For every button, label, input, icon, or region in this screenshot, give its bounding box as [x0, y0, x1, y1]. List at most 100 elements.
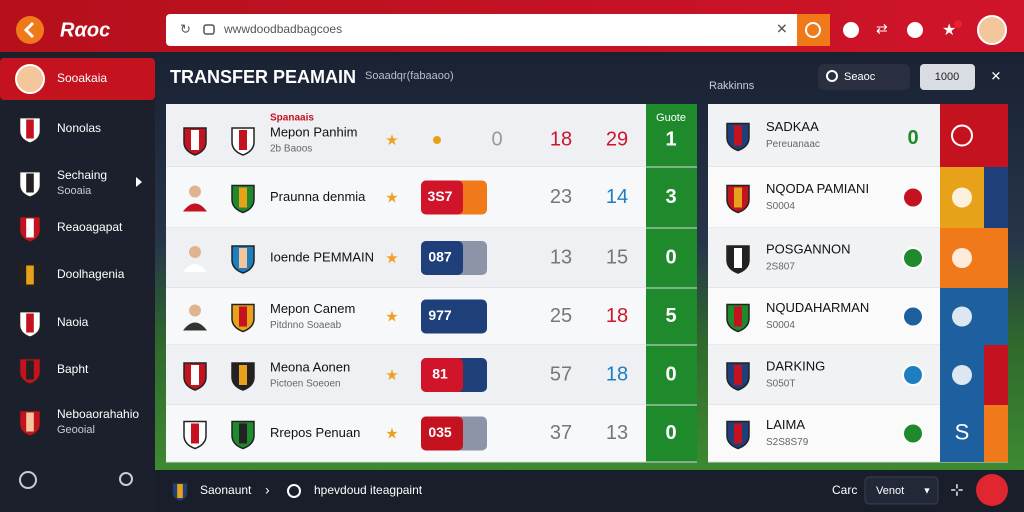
- sidebar-label[interactable]: Reaoagapat: [57, 220, 123, 234]
- crest-stripe: [239, 365, 247, 385]
- team-name: POSGANNON: [766, 241, 851, 256]
- page-subtitle: Soaadqr(fabaaoo): [365, 70, 454, 82]
- team-name: SADKAA: [766, 119, 819, 134]
- team-sub: S050T: [766, 379, 795, 390]
- team-icon: [902, 364, 924, 386]
- star[interactable]: ★: [385, 250, 398, 267]
- swap-icon[interactable]: ⇄: [876, 21, 888, 37]
- clear-icon[interactable]: ✕: [776, 21, 788, 37]
- stripe-icon: [952, 187, 972, 208]
- cell-garpan: 23: [550, 186, 572, 208]
- search-box[interactable]: [818, 64, 910, 90]
- player-head: [189, 246, 201, 258]
- value-badge-main: [421, 180, 463, 215]
- select-arrow: ▼: [923, 485, 932, 495]
- crest-stripe: [734, 423, 742, 444]
- color-stripe: [940, 405, 984, 462]
- crest-stripe: [239, 248, 247, 268]
- grid-icon[interactable]: ⊹: [950, 482, 963, 499]
- team-name: NQODA PAMIANI: [766, 181, 869, 196]
- circle-icon: [287, 484, 301, 498]
- settings-icon[interactable]: [843, 22, 859, 38]
- player-sub: Pitdnno Soaeab: [270, 320, 342, 331]
- address-go[interactable]: [797, 14, 830, 46]
- sidebar-label[interactable]: Doolhagenia: [57, 267, 125, 281]
- badge-text: 087: [428, 249, 452, 265]
- cell-garpan: 18: [550, 128, 572, 150]
- team-icon: [902, 305, 924, 328]
- crest-stripe: [239, 130, 247, 150]
- sidebar-sublabel: Geooial: [57, 424, 95, 436]
- player-head: [189, 304, 201, 317]
- footer-path: hpevdoud iteagpaint: [314, 483, 423, 497]
- crest-stripe: [26, 173, 34, 193]
- lock-icon: [203, 24, 215, 35]
- team-name: NQUDAHARMAN: [766, 300, 869, 315]
- user-avatar[interactable]: [977, 15, 1007, 45]
- crest-stripe: [191, 130, 199, 150]
- search-text: Seaoc: [844, 71, 876, 83]
- player-name: Ioende PEMMAIN: [270, 249, 374, 264]
- action-button[interactable]: [976, 474, 1008, 506]
- player-body: [183, 203, 207, 212]
- value-badge-main: [421, 358, 463, 392]
- stripe-icon: [952, 306, 972, 327]
- select-text: Venot: [876, 485, 904, 497]
- badge-dot: [954, 20, 962, 28]
- sidebar-label[interactable]: Sechaing: [57, 168, 107, 182]
- team-sub: Pereuanaac: [766, 139, 820, 150]
- team-icon: [902, 247, 924, 269]
- color-stripe-end: [984, 228, 1008, 288]
- search-icon: [826, 70, 838, 82]
- close-button[interactable]: ✕: [991, 68, 1002, 83]
- stripe-label: S: [955, 419, 970, 444]
- crest-stripe: [734, 248, 742, 268]
- star-icon[interactable]: ★: [942, 22, 956, 39]
- notify-icon[interactable]: [907, 22, 923, 38]
- back-button[interactable]: [16, 16, 44, 44]
- crest-stripe: [26, 360, 34, 380]
- color-stripe-end: [984, 104, 1008, 167]
- star[interactable]: ★: [385, 189, 398, 206]
- player-sub: Pictoen Soeoen: [270, 379, 341, 390]
- value-badge-main: [421, 416, 463, 451]
- search-icon[interactable]: [119, 472, 133, 486]
- reload-icon: ↻: [180, 21, 191, 36]
- address-bar[interactable]: [166, 14, 830, 46]
- crest-stripe: [26, 119, 34, 139]
- crest-stripe: [26, 265, 34, 285]
- cell-guote: 0: [665, 246, 676, 268]
- color-stripe-end: [984, 405, 1008, 462]
- cell-suoto: 29: [606, 128, 628, 150]
- ranking-label: Rakkinns: [709, 80, 755, 92]
- player-name: Mepon Panhim: [270, 124, 357, 139]
- sidebar-label[interactable]: Neboaorahahio: [57, 407, 139, 421]
- sidebar-label[interactable]: Nonolas: [57, 121, 101, 135]
- crest-stripe: [734, 365, 742, 385]
- address-text: wwwdoodbadbagcoes: [223, 22, 342, 36]
- settings-icon[interactable]: [19, 471, 37, 489]
- crest-stripe: [734, 125, 742, 146]
- team-icon: [902, 422, 924, 445]
- star[interactable]: ★: [385, 367, 398, 384]
- sidebar-label[interactable]: Naoia: [57, 315, 89, 329]
- color-stripe: [940, 104, 984, 167]
- cell-guote: 1: [665, 128, 676, 150]
- crest-stripe: [26, 218, 34, 238]
- column-header[interactable]: Guote: [656, 112, 686, 124]
- filter-button[interactable]: [920, 64, 975, 90]
- star[interactable]: ★: [385, 425, 398, 442]
- sidebar-label[interactable]: Sooakaia: [57, 71, 107, 85]
- chevron: ›: [265, 482, 270, 498]
- star[interactable]: ★: [385, 308, 398, 325]
- go-icon: [805, 22, 821, 38]
- status-dot: [433, 136, 441, 144]
- badge-text: 81: [432, 366, 448, 382]
- cell-suoto: 13: [606, 422, 628, 444]
- star[interactable]: ★: [385, 132, 398, 149]
- page-title: TRANSFER PEAMAIN: [170, 67, 356, 87]
- sidebar-label[interactable]: Bapht: [57, 362, 89, 376]
- select-box[interactable]: [864, 476, 939, 505]
